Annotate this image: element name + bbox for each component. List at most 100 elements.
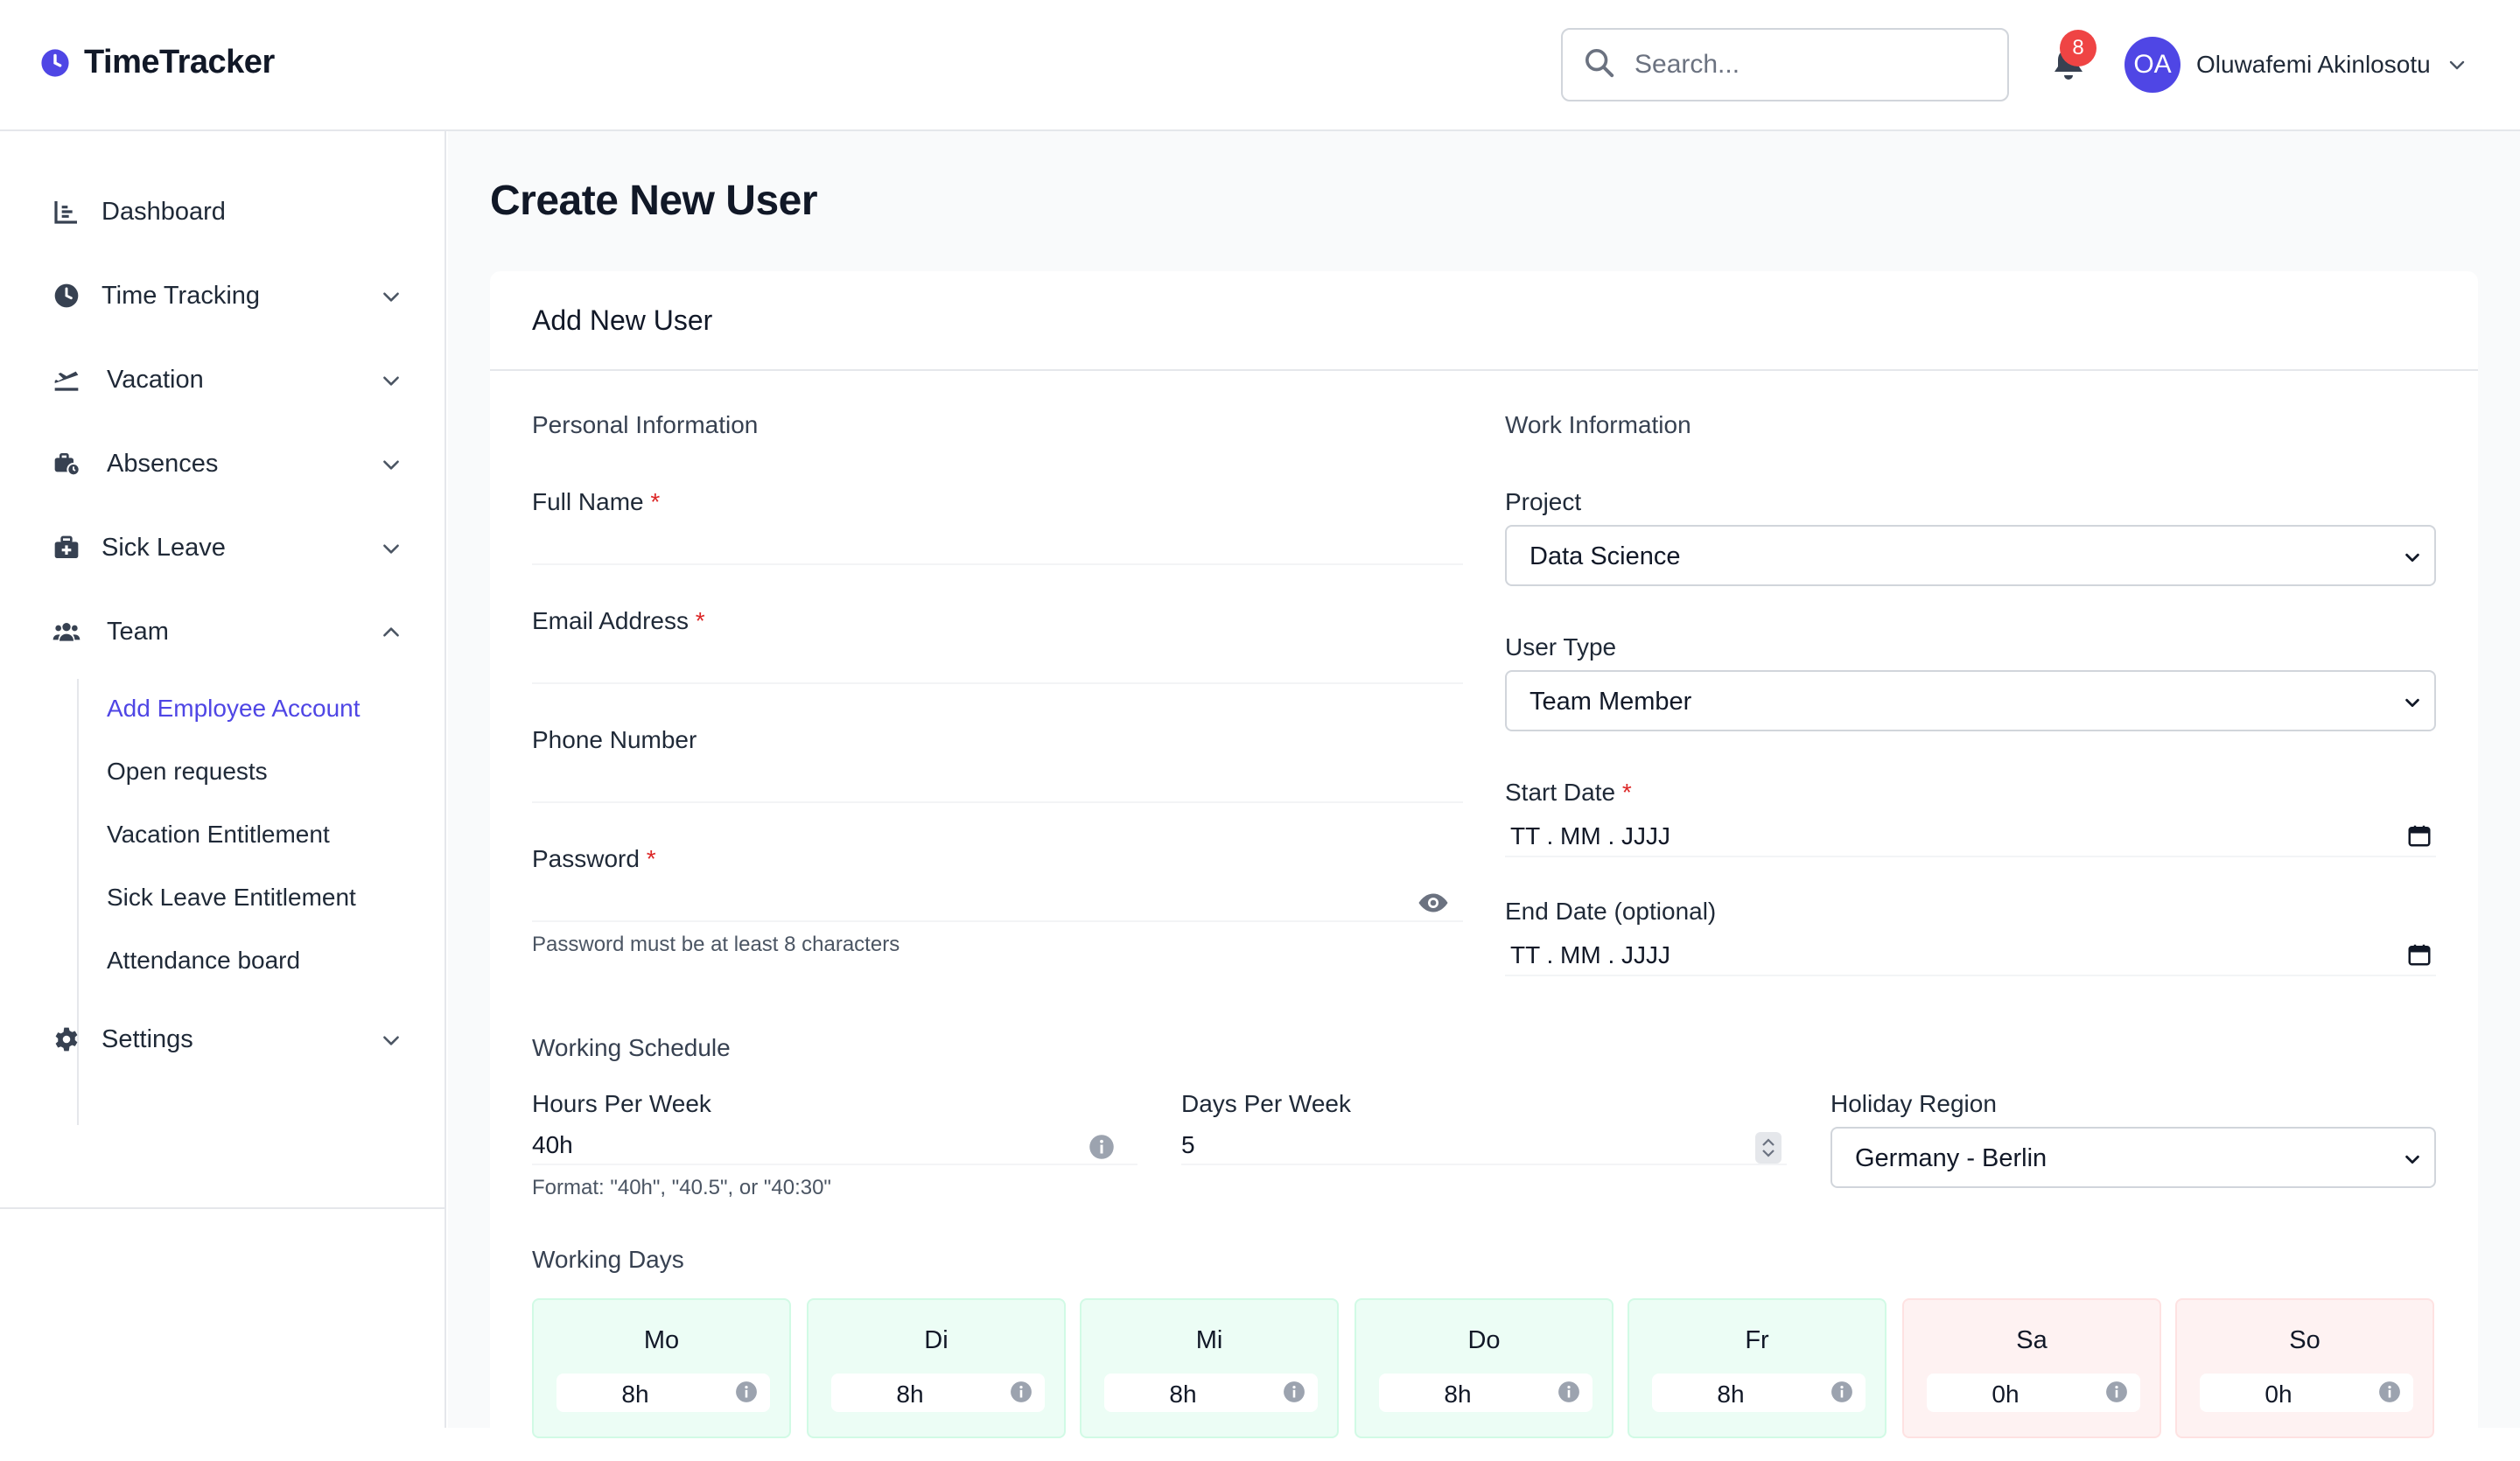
day-hours-value: 0h bbox=[2264, 1381, 2292, 1408]
day-name: Mo bbox=[643, 1326, 680, 1354]
holiday-region-value: Germany - Berlin bbox=[1855, 1144, 2048, 1172]
clock-icon bbox=[54, 283, 79, 308]
days-per-week-input[interactable] bbox=[1181, 1127, 1787, 1165]
info-icon[interactable] bbox=[1558, 1381, 1580, 1403]
user-type-value: Team Member bbox=[1530, 688, 1692, 716]
day-card-di[interactable]: Di 8h bbox=[807, 1298, 1066, 1438]
holiday-region-select[interactable]: Germany - Berlin bbox=[1830, 1127, 2436, 1188]
team-icon bbox=[52, 623, 80, 641]
sidebar-item-absences[interactable]: Absences bbox=[52, 437, 402, 490]
start-date-label: Start Date * bbox=[1505, 779, 1632, 807]
user-menu[interactable]: OA Oluwafemi Akinlosotu bbox=[2124, 37, 2468, 93]
days-stepper[interactable] bbox=[1755, 1132, 1782, 1164]
day-name: Mi bbox=[1195, 1326, 1223, 1354]
start-date-input[interactable]: TT . MM . JJJJ bbox=[1505, 819, 2436, 857]
end-date-input[interactable]: TT . MM . JJJJ bbox=[1505, 938, 2436, 976]
info-icon[interactable] bbox=[1088, 1134, 1115, 1160]
email-label-text: Email Address bbox=[532, 607, 689, 634]
sidebar-item-time-tracking[interactable]: Time Tracking bbox=[52, 269, 402, 322]
sidebar-item-settings[interactable]: Settings bbox=[52, 1013, 402, 1066]
holiday-region-label: Holiday Region bbox=[1830, 1090, 1997, 1117]
info-icon[interactable] bbox=[2378, 1381, 2401, 1403]
day-name: Fr bbox=[1745, 1326, 1769, 1354]
calendar-icon[interactable] bbox=[2406, 822, 2432, 849]
day-card-mo[interactable]: Mo 8h bbox=[532, 1298, 791, 1438]
info-icon[interactable] bbox=[1283, 1381, 1306, 1403]
search-icon bbox=[1586, 49, 1614, 78]
password-label-text: Password bbox=[532, 845, 640, 872]
hours-per-week-label: Hours Per Week bbox=[532, 1090, 711, 1117]
password-input[interactable] bbox=[532, 884, 1463, 922]
chart-icon bbox=[54, 201, 77, 224]
day-hours-input[interactable]: 0h bbox=[2200, 1374, 2413, 1412]
day-name: So bbox=[2289, 1326, 2320, 1354]
user-type-label: User Type bbox=[1505, 633, 1617, 661]
sidebar-item-dashboard[interactable]: Dashboard bbox=[52, 185, 402, 238]
day-card-do[interactable]: Do 8h bbox=[1354, 1298, 1614, 1438]
info-icon[interactable] bbox=[2105, 1381, 2128, 1403]
email-input[interactable] bbox=[532, 646, 1463, 684]
start-date-value: TT . MM . JJJJ bbox=[1510, 822, 1671, 849]
full-name-label: Full Name * bbox=[532, 488, 660, 516]
user-name: Oluwafemi Akinlosotu bbox=[2196, 51, 2431, 78]
chevron-down-icon bbox=[383, 292, 399, 302]
brand[interactable]: TimeTracker bbox=[40, 44, 275, 81]
card-header: Add New User bbox=[490, 271, 2478, 371]
sidebar-subitem-attendance-board[interactable]: Attendance board bbox=[107, 947, 301, 974]
search-box[interactable] bbox=[1561, 28, 2009, 101]
info-icon[interactable] bbox=[735, 1381, 758, 1403]
medkit-icon bbox=[54, 535, 79, 558]
eye-icon[interactable] bbox=[1418, 887, 1449, 919]
project-value: Data Science bbox=[1530, 542, 1681, 570]
project-select[interactable]: Data Science bbox=[1505, 525, 2436, 586]
sidebar-item-team[interactable]: Team bbox=[52, 605, 402, 658]
required-mark: * bbox=[646, 845, 656, 872]
info-icon[interactable] bbox=[1830, 1381, 1853, 1403]
phone-input[interactable] bbox=[532, 765, 1463, 803]
end-date-label: End Date (optional) bbox=[1505, 898, 1717, 925]
sidebar-item-label: Team bbox=[107, 617, 169, 646]
sidebar-subitem-add-employee[interactable]: Add Employee Account bbox=[107, 695, 360, 722]
work-info-heading: Work Information bbox=[1505, 411, 1691, 438]
stepper-arrows-icon bbox=[1762, 1138, 1774, 1157]
day-hours-input[interactable]: 8h bbox=[556, 1374, 770, 1412]
sidebar-item-sick-leave[interactable]: Sick Leave bbox=[52, 521, 402, 574]
sidebar-subitem-sick-leave-entitlement[interactable]: Sick Leave Entitlement bbox=[107, 884, 356, 911]
full-name-label-text: Full Name bbox=[532, 488, 644, 515]
user-type-select[interactable]: Team Member bbox=[1505, 670, 2436, 731]
day-card-so[interactable]: So 0h bbox=[2175, 1298, 2434, 1438]
sidebar-item-label: Vacation bbox=[107, 365, 204, 394]
day-card-sa[interactable]: Sa 0h bbox=[1902, 1298, 2161, 1438]
day-hours-input[interactable]: 8h bbox=[1652, 1374, 1866, 1412]
chevron-down-icon bbox=[383, 1036, 399, 1045]
page-title: Create New User bbox=[490, 178, 818, 224]
sidebar-item-vacation[interactable]: Vacation bbox=[52, 353, 402, 406]
chevron-down-icon bbox=[383, 460, 399, 470]
sidebar-subitem-vacation-entitlement[interactable]: Vacation Entitlement bbox=[107, 821, 330, 848]
info-icon[interactable] bbox=[1010, 1381, 1032, 1403]
search-input[interactable] bbox=[1634, 45, 1984, 84]
chevron-up-icon bbox=[383, 627, 399, 637]
day-hours-value: 8h bbox=[896, 1381, 924, 1408]
sidebar: Dashboard Time Tracking Vacation Absence… bbox=[0, 131, 446, 1428]
day-hours-input[interactable]: 8h bbox=[1104, 1374, 1318, 1412]
clock-icon bbox=[41, 48, 69, 77]
day-hours-value: 8h bbox=[1717, 1381, 1745, 1408]
personal-info-heading: Personal Information bbox=[532, 411, 759, 438]
chevron-down-icon bbox=[383, 544, 399, 554]
day-hours-input[interactable]: 8h bbox=[831, 1374, 1045, 1412]
working-schedule-heading: Working Schedule bbox=[532, 1034, 731, 1061]
full-name-input[interactable] bbox=[532, 527, 1463, 565]
day-card-fr[interactable]: Fr 8h bbox=[1628, 1298, 1886, 1438]
submenu-divider bbox=[77, 679, 79, 1125]
day-hours-input[interactable]: 8h bbox=[1379, 1374, 1592, 1412]
day-hours-input[interactable]: 0h bbox=[1927, 1374, 2140, 1412]
hours-per-week-input[interactable] bbox=[532, 1127, 1138, 1165]
sidebar-item-label: Dashboard bbox=[102, 197, 226, 226]
end-date-value: TT . MM . JJJJ bbox=[1510, 941, 1671, 968]
required-mark: * bbox=[1621, 779, 1632, 806]
sidebar-subitem-open-requests[interactable]: Open requests bbox=[107, 758, 268, 785]
day-card-mi[interactable]: Mi 8h bbox=[1080, 1298, 1339, 1438]
calendar-icon[interactable] bbox=[2406, 941, 2432, 968]
phone-label: Phone Number bbox=[532, 726, 697, 753]
